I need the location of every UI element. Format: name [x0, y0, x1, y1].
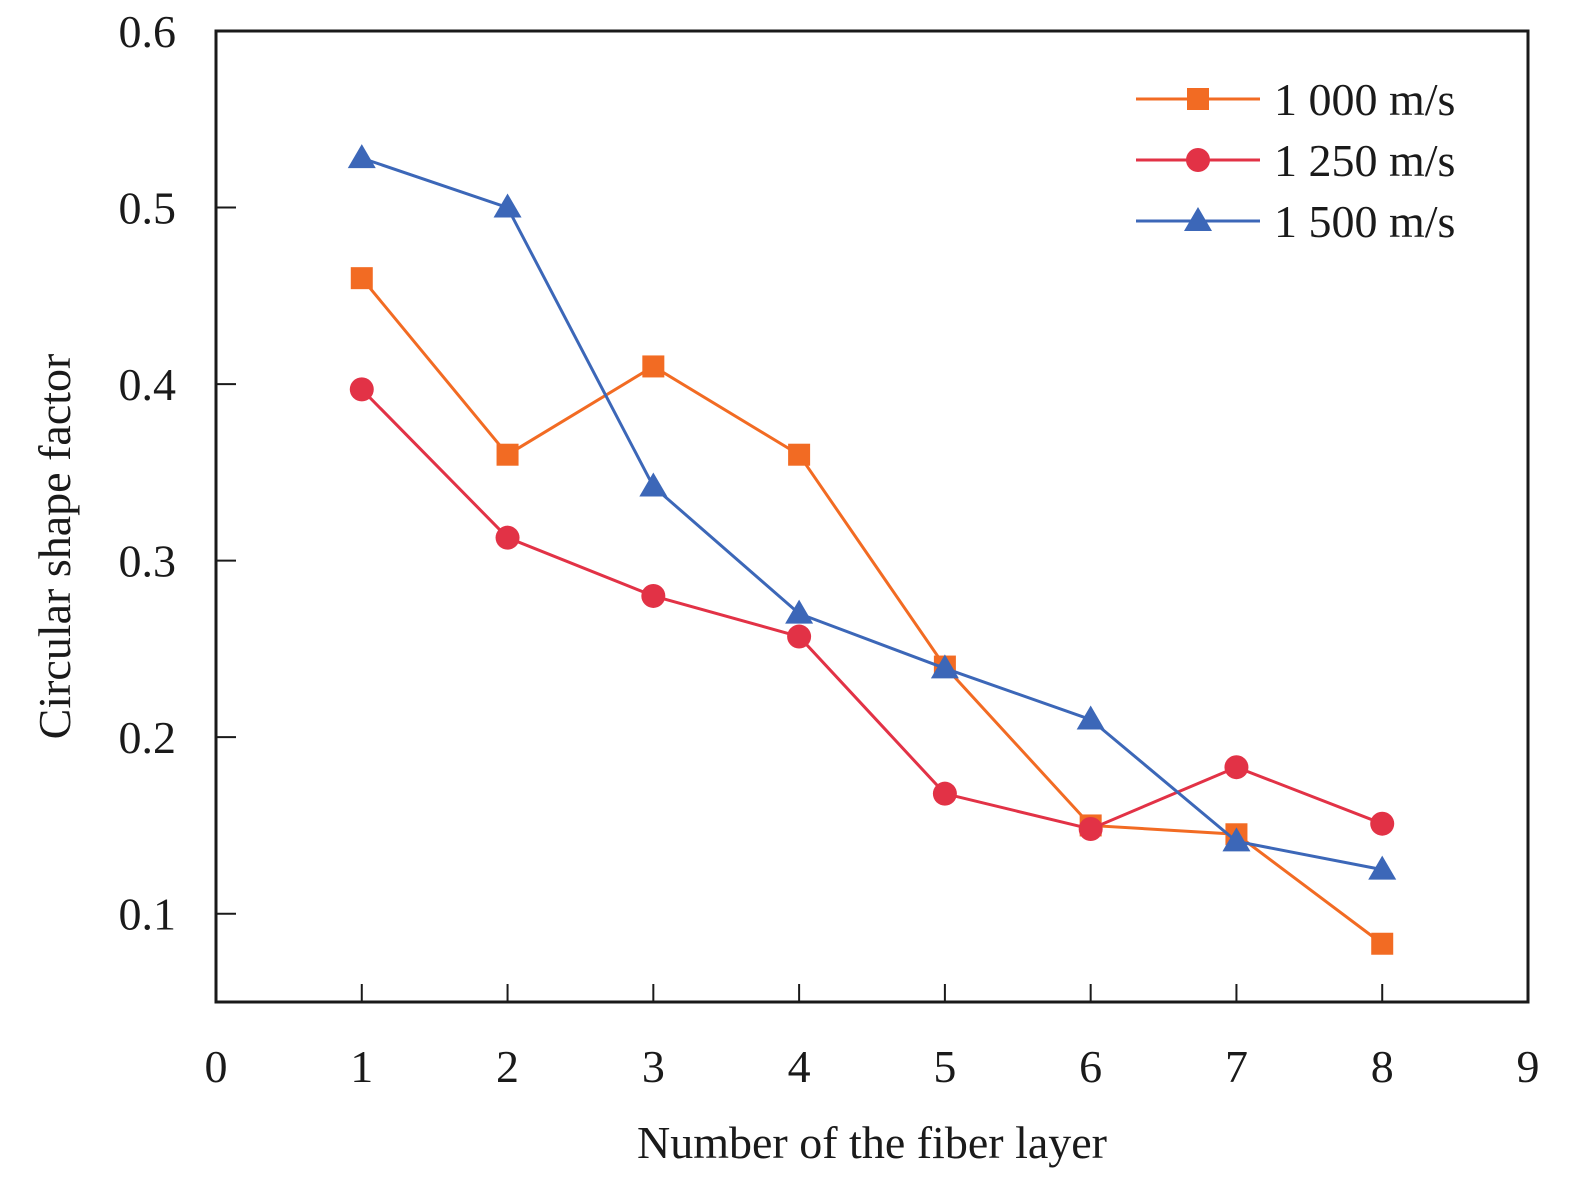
data-point-circle	[641, 583, 666, 608]
data-point-square	[496, 443, 519, 466]
data-point-circle	[1370, 811, 1395, 836]
data-point-triangle	[347, 144, 376, 169]
x-tick-label: 8	[1371, 1041, 1394, 1092]
data-point-circle	[932, 781, 957, 806]
series-line	[360, 388, 1383, 831]
x-axis-title: Number of the fiber layer	[637, 1117, 1107, 1168]
data-point-triangle	[1222, 827, 1251, 852]
data-point-circle	[1224, 755, 1249, 780]
legend-marker-square	[1187, 88, 1209, 110]
y-tick-label: 0.1	[119, 889, 177, 940]
y-tick-label: 0.6	[119, 6, 177, 57]
data-point-circle	[349, 377, 374, 402]
plot-frame	[214, 29, 1530, 1004]
legend-label: 1 500 m/s	[1274, 196, 1455, 247]
data-point-square	[350, 267, 373, 290]
series-1000ms	[350, 267, 1394, 955]
x-tick-label: 2	[496, 1041, 519, 1092]
x-tick-label: 7	[1225, 1041, 1248, 1092]
legend-item: 1 250 m/s	[1136, 135, 1455, 186]
series-1500ms	[347, 144, 1397, 880]
series-line	[361, 156, 1383, 872]
y-tick-label: 0.2	[119, 712, 177, 763]
y-tick-label: 0.5	[119, 183, 177, 234]
x-tick-label: 6	[1079, 1041, 1102, 1092]
x-tick-label: 0	[205, 1041, 228, 1092]
data-point-triangle	[493, 193, 522, 218]
x-tick-label: 3	[642, 1041, 665, 1092]
y-tick-label: 0.4	[119, 359, 177, 410]
legend-label: 1 250 m/s	[1274, 135, 1455, 186]
x-tick-label: 5	[933, 1041, 956, 1092]
data-point-triangle	[1368, 855, 1397, 880]
y-tick-label: 0.3	[119, 536, 177, 587]
axes: 0 1 2 3 4 5 6 7 8 9 0.1 0.2 0.3 0.4 0.5 0.6	[119, 6, 1540, 1092]
data-point-square	[642, 355, 665, 378]
y-axis-title: Circular shape factor	[29, 354, 80, 740]
data-point-square	[788, 443, 811, 466]
data-point-triangle	[930, 654, 959, 679]
data-point-triangle	[1076, 705, 1105, 730]
x-tick-label: 4	[788, 1041, 811, 1092]
data-point-circle	[1078, 816, 1103, 841]
series-layer	[347, 144, 1397, 955]
legend-marker-circle	[1186, 148, 1210, 172]
data-point-triangle	[785, 599, 814, 624]
legend-marker-triangle	[1184, 207, 1212, 231]
data-point-square	[1371, 932, 1394, 955]
legend: 1 000 m/s 1 250 m/s 1 500 m/s	[1136, 74, 1455, 247]
legend-label: 1 000 m/s	[1274, 74, 1455, 125]
data-point-triangle	[639, 472, 668, 497]
data-point-circle	[787, 624, 812, 649]
legend-item: 1 000 m/s	[1136, 74, 1455, 125]
series-line	[360, 277, 1384, 945]
x-tick-label: 9	[1517, 1041, 1540, 1092]
data-point-circle	[495, 525, 520, 550]
series-1250ms	[349, 377, 1395, 841]
x-tick-label: 1	[350, 1041, 373, 1092]
legend-item: 1 500 m/s	[1136, 196, 1455, 247]
